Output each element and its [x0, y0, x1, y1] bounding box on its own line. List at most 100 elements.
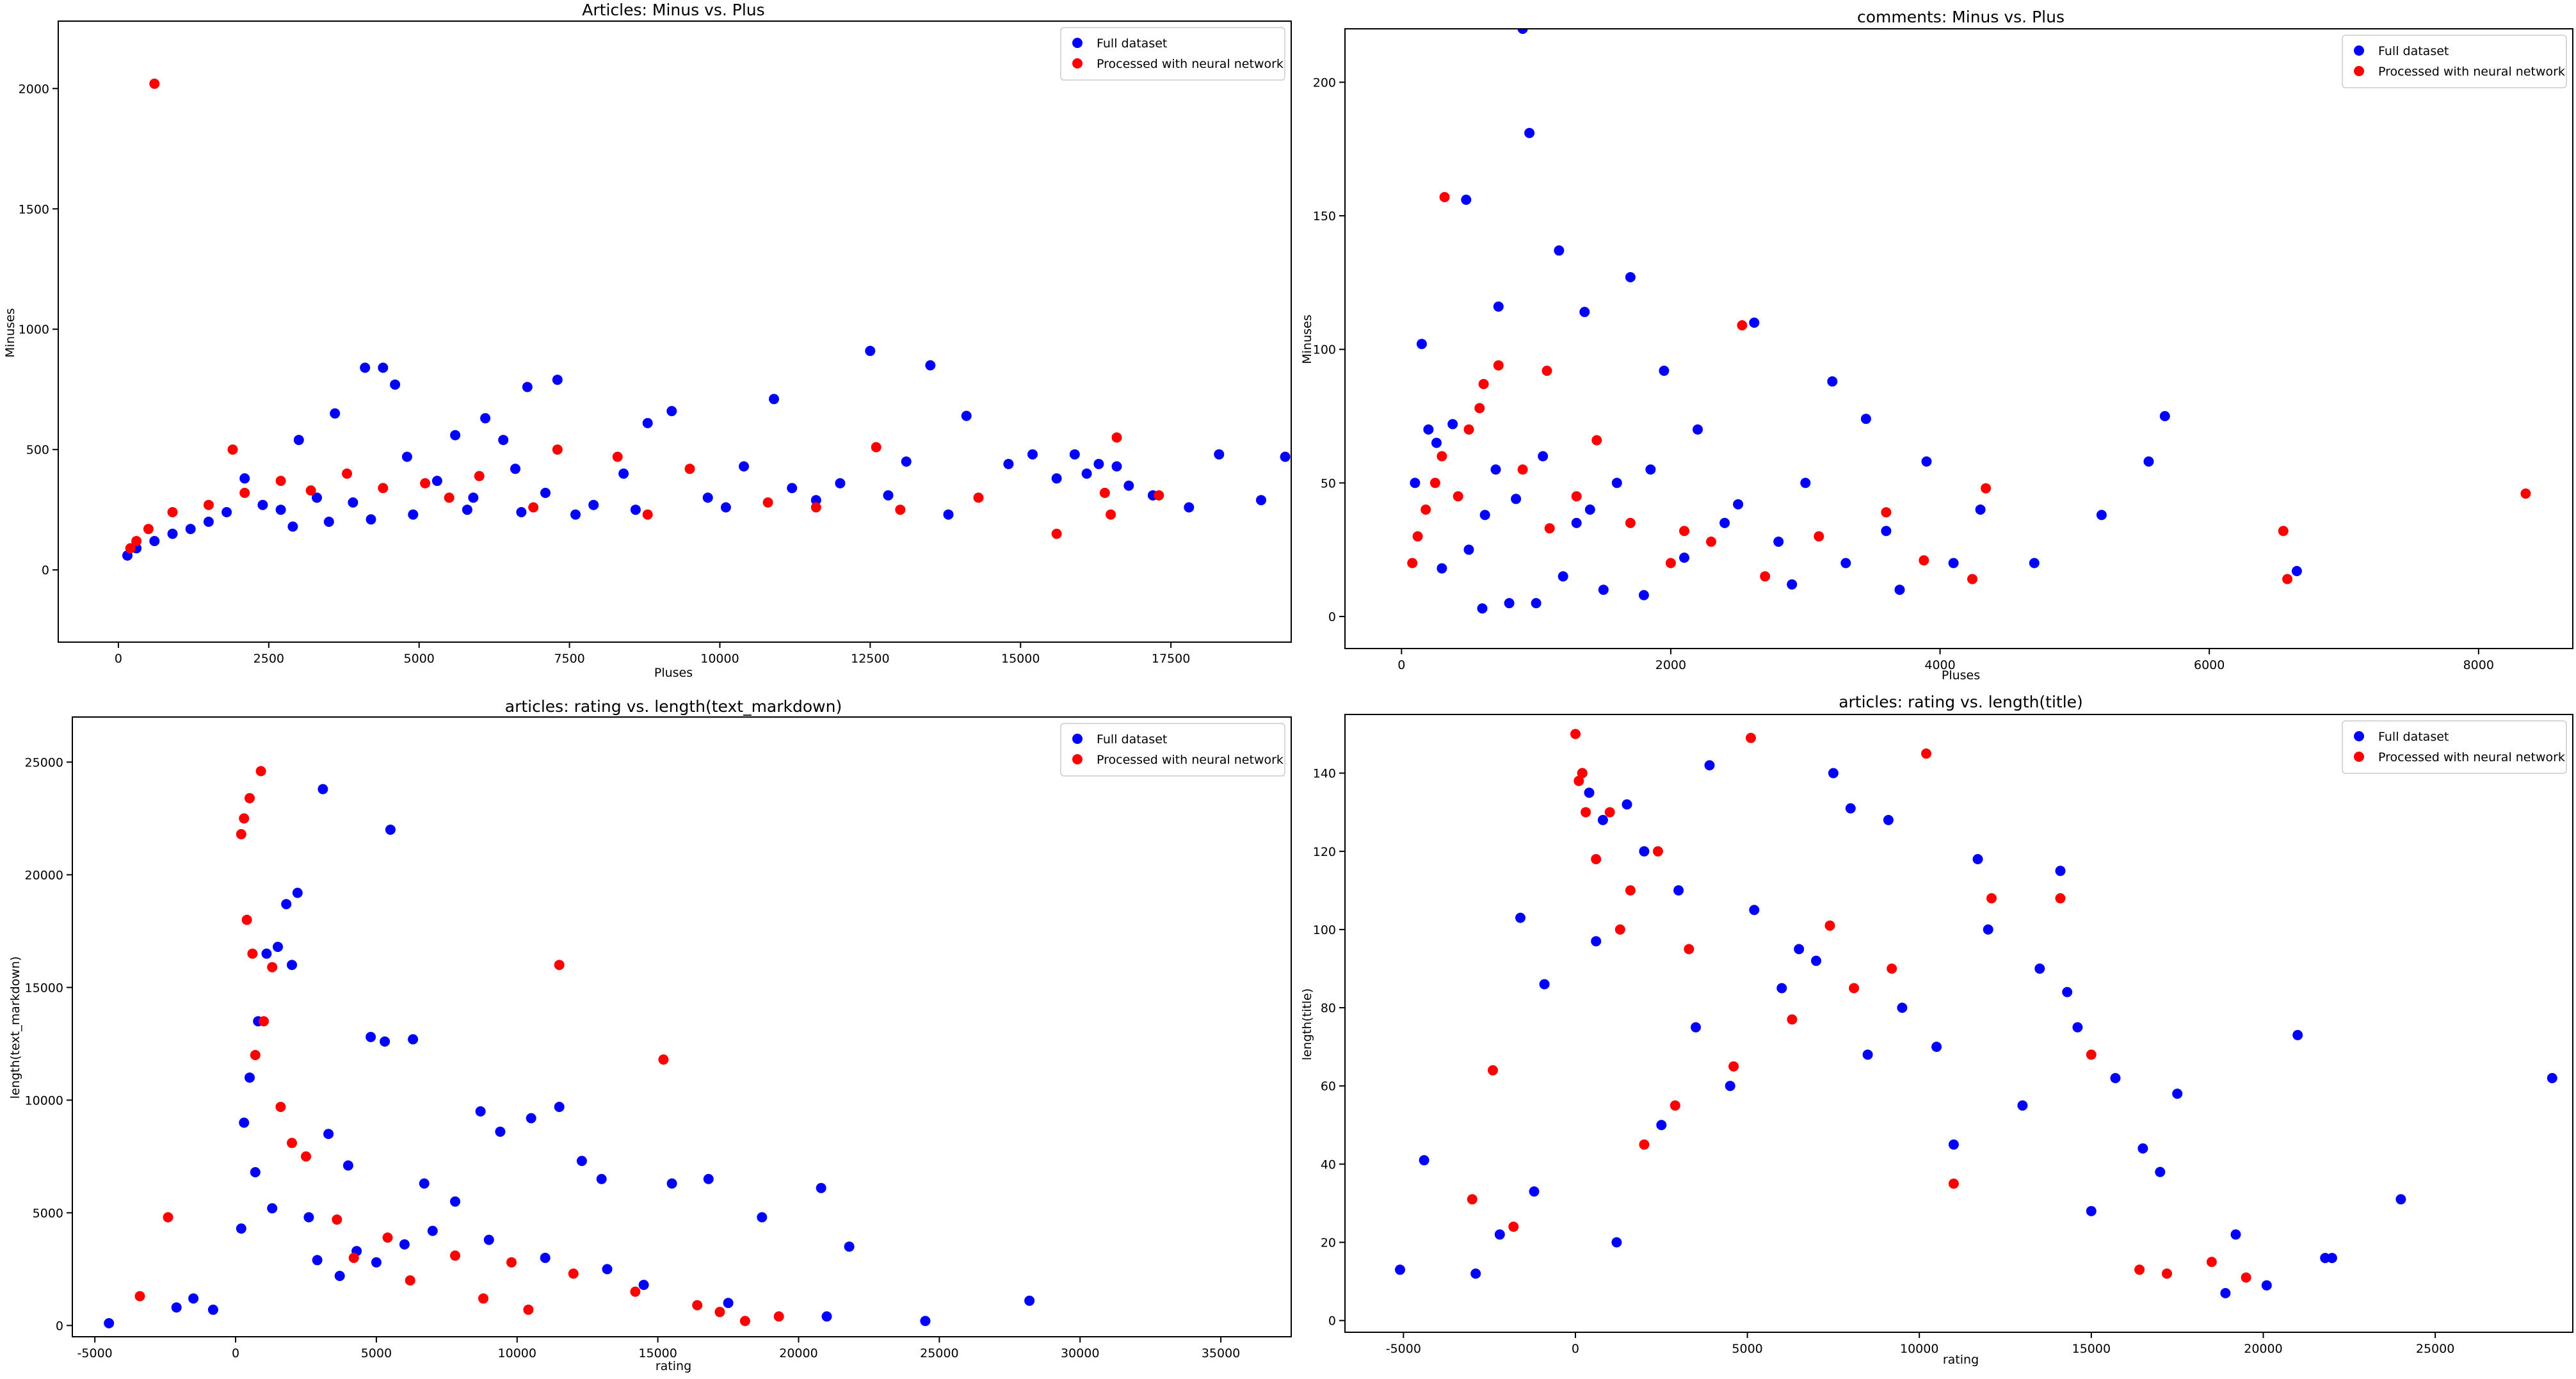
- neural-network-point: [450, 1250, 460, 1261]
- legend: Full dataset Processed with neural networ…: [2342, 720, 2567, 774]
- y-tick-label: 20000: [25, 868, 63, 882]
- neural-network-point: [301, 1151, 311, 1162]
- full-dataset-point: [1416, 339, 1427, 350]
- y-tick-label: 1500: [19, 202, 49, 216]
- x-axis-label: Pluses: [1942, 668, 1980, 682]
- full-dataset-point: [1584, 787, 1595, 798]
- neural-network-point: [1591, 435, 1602, 446]
- y-tick-label: 10000: [25, 1093, 63, 1108]
- legend-marker-full-dataset: [2354, 45, 2364, 56]
- chart-title: Articles: Minus vs. Plus: [582, 1, 764, 19]
- full-dataset-point: [250, 1167, 261, 1177]
- neural-network-point: [658, 1054, 669, 1065]
- full-dataset-point: [2172, 1088, 2183, 1099]
- neural-network-point: [506, 1257, 517, 1268]
- full-dataset-point: [207, 1304, 218, 1315]
- full-dataset-point: [1794, 944, 1805, 955]
- neural-network-point: [275, 1102, 286, 1112]
- neural-network-point: [134, 1291, 145, 1302]
- full-dataset-point: [1800, 478, 1811, 488]
- full-dataset-point: [1625, 272, 1636, 282]
- full-dataset-point: [323, 517, 334, 527]
- full-dataset-point: [552, 375, 563, 385]
- full-dataset-point: [1504, 598, 1515, 609]
- full-dataset-point: [408, 1034, 419, 1045]
- neural-network-point: [239, 813, 250, 824]
- chart-title: articles: rating vs. length(text_markdow…: [505, 697, 842, 716]
- scatter-points: [1407, 29, 2531, 614]
- x-tick-label: 4000: [1924, 658, 1955, 672]
- neural-network-point: [612, 451, 623, 462]
- full-dataset-point: [1579, 307, 1590, 318]
- y-tick-label: 0: [1328, 1314, 1336, 1328]
- neural-network-point: [287, 1138, 297, 1149]
- x-tick-label: 10000: [498, 1346, 536, 1360]
- x-tick-label: 0: [1397, 658, 1405, 672]
- full-dataset-point: [1921, 456, 1932, 467]
- legend-label: Full dataset: [2378, 44, 2449, 58]
- full-dataset-point: [1725, 1081, 1735, 1092]
- full-dataset-point: [427, 1225, 438, 1236]
- full-dataset-point: [408, 509, 419, 520]
- full-dataset-point: [1214, 449, 1225, 460]
- full-dataset-point: [1638, 590, 1649, 601]
- neural-network-point: [1154, 490, 1164, 501]
- full-dataset-point: [257, 499, 268, 510]
- full-dataset-point: [1983, 924, 1993, 935]
- full-dataset-point: [739, 461, 749, 472]
- neural-network-point: [714, 1307, 725, 1318]
- full-dataset-point: [149, 536, 160, 547]
- full-dataset-point: [1069, 449, 1080, 460]
- full-dataset-point: [1081, 468, 1092, 479]
- y-axis-label: length(title): [1300, 988, 1314, 1061]
- full-dataset-point: [1622, 799, 1632, 810]
- full-dataset-point: [104, 1318, 115, 1328]
- neural-network-point: [973, 492, 984, 503]
- x-tick-label: 15000: [1001, 652, 1040, 666]
- y-tick-label: 50: [1321, 476, 1336, 490]
- neural-network-point: [1544, 523, 1555, 534]
- neural-network-point: [1591, 854, 1602, 864]
- axes-frame: [1344, 28, 2573, 649]
- legend: Full dataset Processed with neural networ…: [1060, 723, 1285, 777]
- full-dataset-point: [723, 1298, 734, 1309]
- y-tick-label: 500: [26, 443, 49, 457]
- y-tick-label: 140: [1313, 767, 1336, 781]
- full-dataset-point: [287, 960, 297, 971]
- full-dataset-point: [865, 346, 876, 357]
- full-dataset-point: [1597, 814, 1608, 825]
- full-dataset-point: [399, 1239, 410, 1250]
- full-dataset-point: [1437, 563, 1447, 574]
- x-tick-label: 8000: [2463, 658, 2494, 672]
- full-dataset-point: [1845, 803, 1856, 814]
- full-dataset-point: [630, 504, 641, 515]
- full-dataset-point: [1511, 494, 1522, 504]
- neural-network-point: [1542, 366, 1552, 376]
- neural-network-point: [444, 492, 455, 503]
- subplot-top-right: comments: Minus vs. Plus Pluses Minuses: [1300, 8, 2065, 682]
- full-dataset-point: [239, 1117, 250, 1128]
- neural-network-point: [149, 78, 160, 89]
- neural-network-point: [1570, 729, 1581, 739]
- full-dataset-point: [883, 490, 894, 501]
- neural-network-point: [1881, 507, 1892, 518]
- neural-network-point: [259, 1016, 269, 1027]
- full-dataset-point: [203, 517, 214, 527]
- y-tick-label: 200: [1313, 76, 1336, 90]
- full-dataset-point: [380, 1036, 390, 1047]
- axes-frame: [72, 716, 1292, 1337]
- neural-network-point: [203, 499, 214, 510]
- full-dataset-point: [1811, 955, 1821, 966]
- neural-network-point: [267, 962, 278, 972]
- neural-network-point: [275, 476, 286, 487]
- full-dataset-point: [1749, 905, 1760, 915]
- neural-network-point: [1652, 846, 1663, 857]
- full-dataset-point: [1840, 558, 1851, 569]
- full-dataset-point: [816, 1182, 826, 1193]
- full-dataset-point: [1470, 1268, 1481, 1279]
- full-dataset-point: [480, 413, 491, 424]
- full-dataset-point: [1862, 1049, 1873, 1060]
- full-dataset-point: [462, 504, 472, 515]
- neural-network-point: [871, 442, 881, 453]
